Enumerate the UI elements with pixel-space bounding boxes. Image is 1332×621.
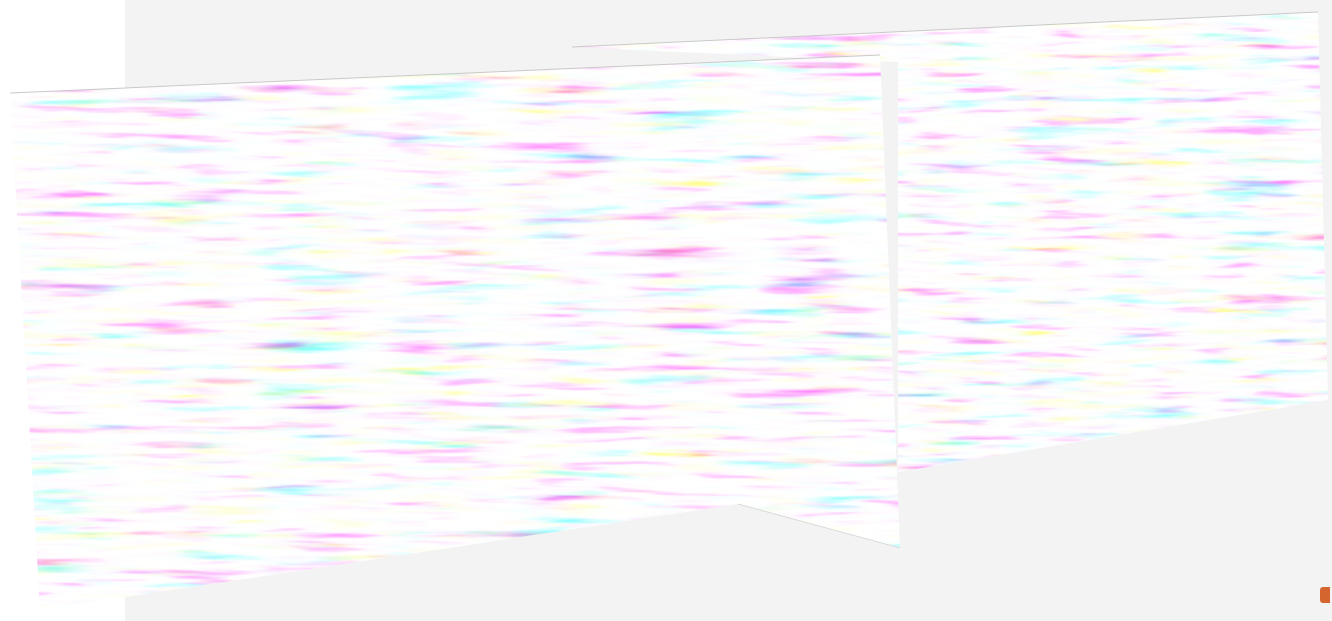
inline-section [9, 54, 901, 610]
orientation-axis-icon[interactable] [1320, 587, 1330, 603]
